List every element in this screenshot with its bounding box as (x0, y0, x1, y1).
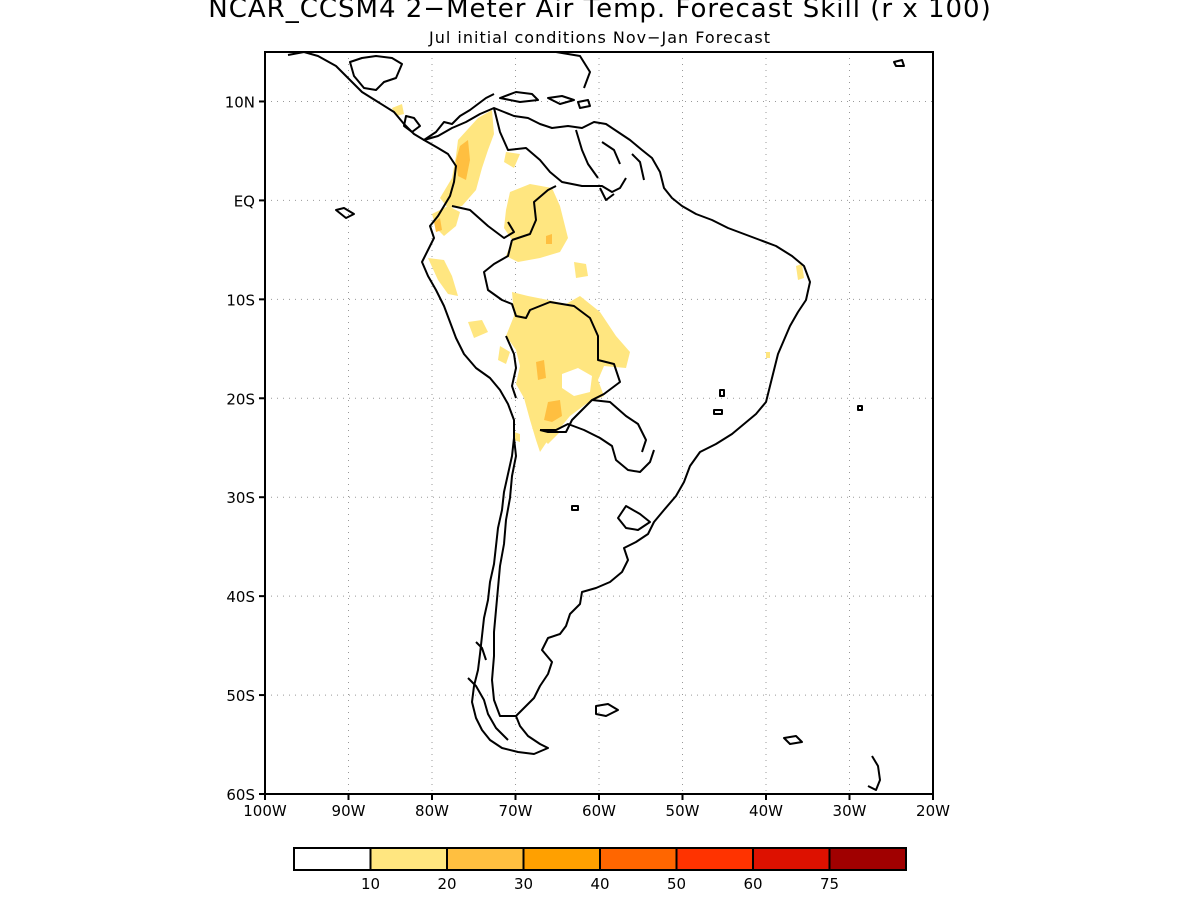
latitude-axis: 10N EQ 10S 20S 30S 40S 50S 60S (225, 93, 265, 804)
legend-label: 30 (514, 875, 533, 893)
legend-label: 60 (743, 875, 762, 893)
map-title: NCAR_CCSM4 2−Meter Air Temp. Forecast Sk… (208, 0, 992, 24)
legend-swatch (522, 847, 601, 871)
skill-shading-20-30 (434, 140, 562, 422)
gridlines (265, 52, 933, 794)
lat-tick-label: EQ (234, 192, 255, 210)
longitude-axis: 100W 90W 80W 70W 60W 50W 40W 30W 20W (243, 794, 950, 820)
lon-tick-label: 60W (582, 802, 616, 820)
lat-tick-label: 60S (226, 786, 255, 804)
legend-swatch (675, 847, 754, 871)
lat-tick-label: 10N (225, 93, 255, 111)
lat-tick-label: 50S (226, 687, 255, 705)
legend-label: 40 (590, 875, 609, 893)
lon-tick-label: 70W (499, 802, 533, 820)
skill-shading-below-10 (562, 368, 592, 396)
legend-swatch (752, 847, 831, 871)
legend-label: 20 (437, 875, 456, 893)
lon-tick-label: 40W (749, 802, 783, 820)
lat-tick-label: 30S (226, 489, 255, 507)
lon-tick-label: 80W (415, 802, 449, 820)
lon-tick-label: 100W (243, 802, 287, 820)
lat-tick-label: 40S (226, 588, 255, 606)
color-legend: 10 20 30 40 50 60 75 (293, 847, 907, 893)
map-layer (287, 52, 905, 791)
legend-swatch (293, 847, 372, 871)
legend-swatch (446, 847, 525, 871)
map-subtitle: Jul initial conditions Nov−Jan Forecast (429, 28, 771, 47)
lon-tick-label: 50W (666, 802, 700, 820)
lon-tick-label: 30W (833, 802, 867, 820)
legend-label: 75 (820, 875, 839, 893)
lat-tick-label: 10S (226, 291, 255, 309)
coastlines (287, 52, 905, 791)
legend-swatch (828, 847, 907, 871)
lon-tick-label: 90W (332, 802, 366, 820)
lon-tick-label: 20W (916, 802, 950, 820)
legend-swatch (599, 847, 678, 871)
legend-label: 10 (361, 875, 380, 893)
lat-tick-label: 20S (226, 390, 255, 408)
legend-label: 50 (667, 875, 686, 893)
legend-swatch (369, 847, 448, 871)
